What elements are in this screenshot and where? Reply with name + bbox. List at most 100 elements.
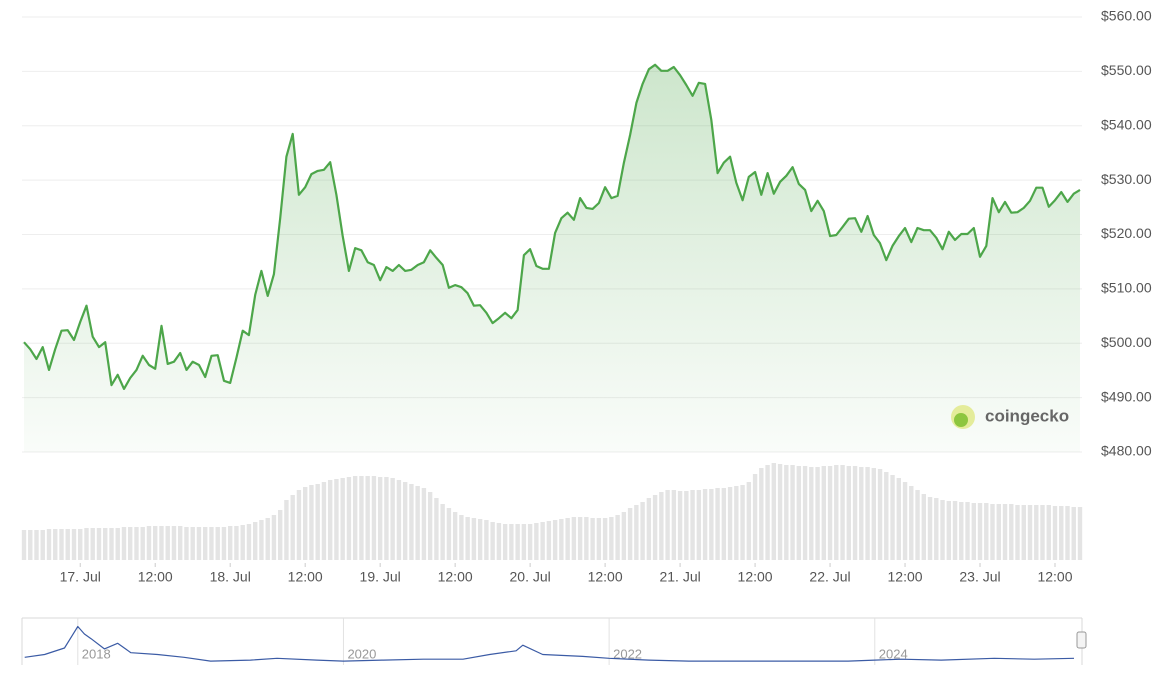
- navigator[interactable]: 2018 2020 2022 2024: [21, 617, 1087, 665]
- volume-bar: [859, 467, 864, 560]
- volume-bar: [640, 502, 645, 560]
- volume-bar: [996, 504, 1001, 560]
- volume-bar: [1009, 504, 1014, 560]
- volume-bar: [565, 518, 570, 560]
- volume-bar: [1040, 505, 1045, 560]
- volume-bar: [546, 521, 552, 560]
- volume-bar: [684, 491, 689, 560]
- volume-bar: [577, 517, 583, 560]
- volume-bar: [596, 518, 602, 560]
- volume-bar: [515, 524, 520, 560]
- volume-bar: [309, 485, 314, 560]
- navigator-tick-label: 2018: [82, 646, 111, 661]
- y-tick-label: $520.00: [1101, 225, 1152, 241]
- volume-bar: [427, 492, 433, 560]
- volume-bar: [1077, 507, 1083, 560]
- volume-bar: [196, 527, 202, 560]
- navigator-tick-label: 2022: [613, 646, 642, 661]
- volume-bar: [615, 515, 620, 560]
- volume-bar: [284, 500, 289, 560]
- volume-bar: [490, 522, 495, 560]
- volume-bar: [484, 520, 489, 560]
- x-tick-label: 17. Jul: [60, 569, 101, 585]
- volume-bar: [571, 517, 577, 560]
- volume-bar: [340, 478, 345, 560]
- volume-bar: [315, 484, 320, 560]
- volume-bar: [652, 495, 658, 560]
- volume-bar: [921, 494, 926, 560]
- x-tick-label: 12:00: [1037, 569, 1072, 585]
- volume-bar: [734, 486, 739, 560]
- volume-bar: [1065, 506, 1070, 560]
- logo-inner: [954, 413, 968, 427]
- volume-bar: [1046, 505, 1051, 560]
- volume-bar: [96, 528, 102, 560]
- x-tick-label: 12:00: [288, 569, 323, 585]
- volume-bar: [115, 528, 120, 560]
- price-chart: $480.00 $490.00 $500.00 $510.00 $520.00 $530.…: [21, 8, 1152, 585]
- volume-bar: [627, 508, 633, 560]
- volume-bar: [346, 477, 352, 560]
- volume-bar: [296, 490, 302, 560]
- volume-bar: [21, 530, 27, 560]
- volume-bar: [84, 528, 89, 560]
- watermark: coingecko: [951, 405, 1069, 429]
- volume-bar: [1027, 505, 1033, 560]
- volume-bar: [190, 527, 195, 560]
- volume-bar: [396, 480, 402, 560]
- volume-bar: [790, 465, 795, 560]
- volume-bar: [952, 501, 958, 560]
- volume-bar: [1015, 505, 1020, 560]
- volume-bar: [1071, 507, 1076, 560]
- volume-bar: [128, 527, 133, 560]
- volume-bar: [815, 467, 820, 560]
- volume-bar: [1002, 504, 1008, 560]
- volume-bar: [902, 482, 908, 560]
- volume-bar: [540, 522, 545, 560]
- volume-bar: [384, 477, 389, 560]
- volume-bar: [796, 466, 802, 560]
- y-tick-label: $540.00: [1101, 116, 1152, 132]
- volume-bar: [65, 529, 70, 560]
- volume-bar: [221, 527, 227, 560]
- volume-bar: [377, 477, 383, 560]
- volume-bar: [234, 526, 239, 560]
- volume-bar: [409, 484, 414, 560]
- volume-bar: [915, 490, 920, 560]
- watermark-text: coingecko: [985, 406, 1069, 425]
- volume-bar: [53, 529, 58, 560]
- volume-bar: [28, 530, 33, 560]
- volume-bar: [609, 517, 614, 560]
- volume-bar: [34, 530, 39, 560]
- volume-bar: [390, 478, 395, 560]
- volume-bar: [134, 527, 139, 560]
- y-tick-label: $510.00: [1101, 280, 1152, 296]
- navigator-handle[interactable]: [1076, 631, 1087, 649]
- volume-bar: [702, 489, 708, 560]
- volume-bar: [927, 497, 933, 560]
- x-tick-label: 18. Jul: [210, 569, 251, 585]
- volume-bar: [302, 487, 308, 560]
- volume-bar: [352, 476, 358, 560]
- volume-bar: [153, 526, 158, 560]
- volume-bar: [752, 474, 758, 560]
- volume-bar: [471, 518, 477, 560]
- volume-bar: [521, 524, 527, 560]
- volume-bar: [602, 518, 608, 560]
- volume-bar: [121, 527, 127, 560]
- volume-bar: [46, 529, 52, 560]
- navigator-tick-label: 2024: [879, 646, 908, 661]
- volume-bar: [765, 465, 770, 560]
- y-tick-label: $500.00: [1101, 334, 1152, 350]
- volume-bar: [584, 517, 589, 560]
- volume-bar: [365, 476, 370, 560]
- x-tick-label: 12:00: [138, 569, 173, 585]
- volume-bar: [759, 468, 764, 560]
- volume-bar: [977, 503, 983, 560]
- volume-bar: [78, 529, 83, 560]
- volume-bar: [465, 517, 470, 560]
- volume-bar: [865, 467, 870, 560]
- volume-bar: [371, 476, 377, 560]
- volume-bar: [109, 528, 114, 560]
- volume-bar: [184, 527, 189, 560]
